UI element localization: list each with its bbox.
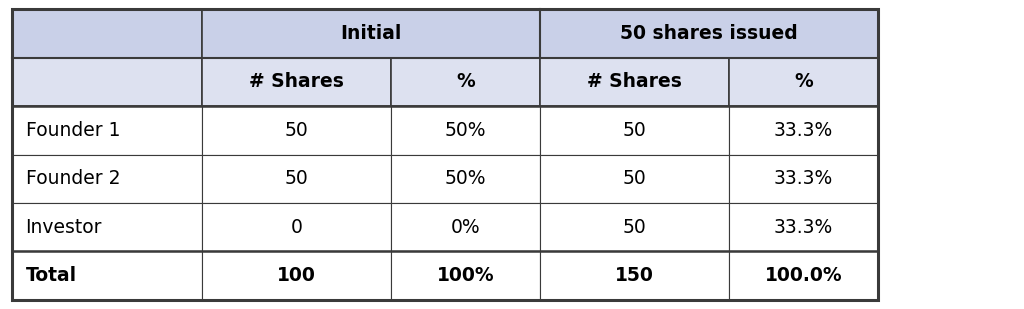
Bar [202,154,391,203]
Text: 50 shares issued: 50 shares issued [620,24,798,43]
Text: 33.3%: 33.3% [774,169,833,188]
Bar [12,203,202,251]
Bar [540,9,878,58]
Bar [391,58,540,106]
Text: 50: 50 [623,218,646,237]
Text: 100: 100 [278,266,315,285]
Bar [202,203,391,251]
Text: 0%: 0% [451,218,480,237]
Bar [12,58,202,106]
Bar [391,154,540,203]
Bar [202,58,391,106]
Text: 50: 50 [623,121,646,140]
Bar [202,9,540,58]
Bar [12,154,202,203]
Text: 100%: 100% [436,266,495,285]
Bar [540,106,729,154]
Text: 150: 150 [615,266,653,285]
Text: Founder 2: Founder 2 [26,169,120,188]
Bar [729,203,878,251]
Bar [729,251,878,300]
Bar [391,106,540,154]
Bar [12,251,202,300]
Text: 50: 50 [623,169,646,188]
Bar [540,251,729,300]
Bar [540,58,729,106]
Text: # Shares: # Shares [587,72,682,91]
Text: Total: Total [26,266,77,285]
Text: 50%: 50% [444,169,486,188]
Text: 50: 50 [285,169,308,188]
Text: 33.3%: 33.3% [774,218,833,237]
Bar [540,203,729,251]
Bar [391,251,540,300]
Text: Founder 1: Founder 1 [26,121,120,140]
Bar [12,9,202,58]
Text: 0: 0 [291,218,302,237]
Bar [729,154,878,203]
Text: 50: 50 [285,121,308,140]
Bar [12,9,878,300]
Bar [391,203,540,251]
Bar [540,154,729,203]
Bar [729,106,878,154]
Bar [12,106,202,154]
Bar [202,106,391,154]
Bar [729,58,878,106]
Text: # Shares: # Shares [249,72,344,91]
Bar [202,251,391,300]
Text: Investor: Investor [26,218,102,237]
Text: %: % [456,72,475,91]
Text: 50%: 50% [444,121,486,140]
Text: %: % [794,72,813,91]
Text: 100.0%: 100.0% [765,266,842,285]
Text: Initial: Initial [340,24,401,43]
Text: 33.3%: 33.3% [774,121,833,140]
